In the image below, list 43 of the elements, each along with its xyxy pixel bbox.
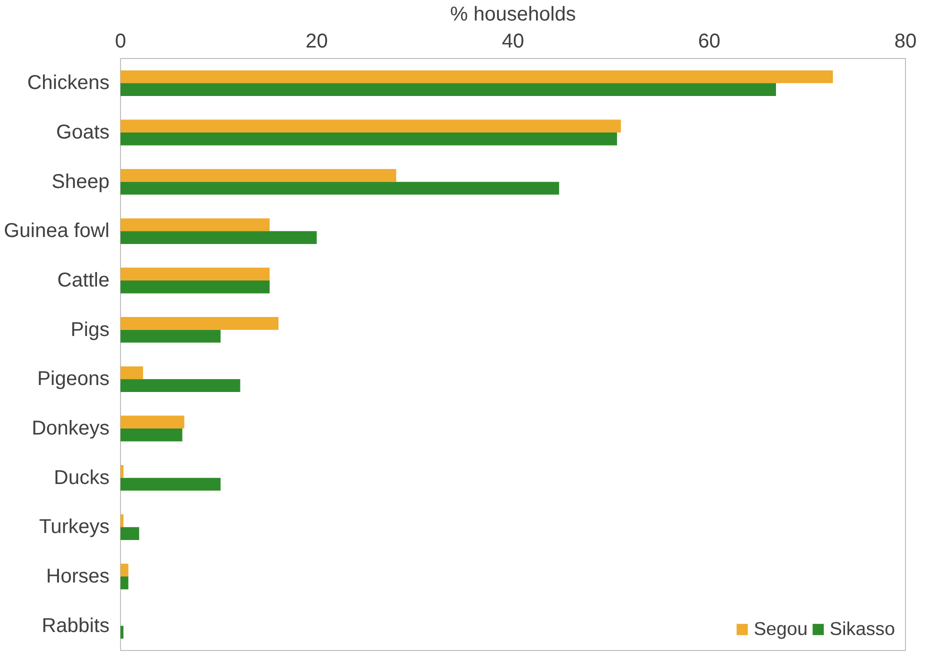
- y-tick-label: Pigs: [70, 318, 110, 341]
- x-axis-title: % households: [450, 4, 576, 26]
- x-tick-label: 20: [306, 30, 328, 52]
- legend-label: Sikasso: [830, 618, 895, 640]
- bar: [120, 428, 182, 442]
- y-tick-label: Turkeys: [39, 516, 110, 538]
- y-tick-label: Goats: [56, 122, 110, 144]
- y-tick-label: Cattle: [57, 270, 110, 292]
- bar: [120, 182, 560, 195]
- x-tick-label: 60: [698, 30, 720, 52]
- bar: [120, 379, 240, 392]
- y-tick-label: Chickens: [27, 72, 110, 94]
- x-tick-label: 40: [502, 30, 524, 52]
- bar: [120, 478, 221, 491]
- y-tick-label: Sheep: [52, 170, 110, 193]
- legend-label: Segou: [754, 618, 808, 640]
- bar: [120, 231, 317, 244]
- bar: [120, 626, 124, 639]
- bar: [120, 366, 144, 380]
- bar: [120, 218, 270, 232]
- y-tick-label: Pigeons: [37, 368, 110, 390]
- x-tick-label: 80: [894, 30, 917, 52]
- bar: [120, 268, 270, 280]
- y-tick-label: Horses: [46, 566, 110, 588]
- bar: [120, 280, 270, 294]
- bar: [120, 514, 124, 528]
- bar: [120, 317, 278, 330]
- bar: [120, 132, 618, 146]
- bar: [120, 83, 776, 96]
- bar: [120, 169, 396, 182]
- bar: [120, 70, 833, 84]
- y-tick-label: Ducks: [54, 466, 110, 489]
- bar: [120, 465, 124, 478]
- bar: [120, 120, 621, 132]
- y-tick-label: Donkeys: [32, 418, 110, 440]
- y-tick-label: Guinea fowl: [4, 220, 110, 242]
- bar: [120, 576, 128, 590]
- x-tick-label: 0: [114, 30, 126, 52]
- bar: [120, 416, 184, 428]
- bar: [120, 330, 221, 343]
- bar: [120, 564, 128, 576]
- y-tick-label: Rabbits: [42, 614, 110, 637]
- bar: [120, 527, 140, 540]
